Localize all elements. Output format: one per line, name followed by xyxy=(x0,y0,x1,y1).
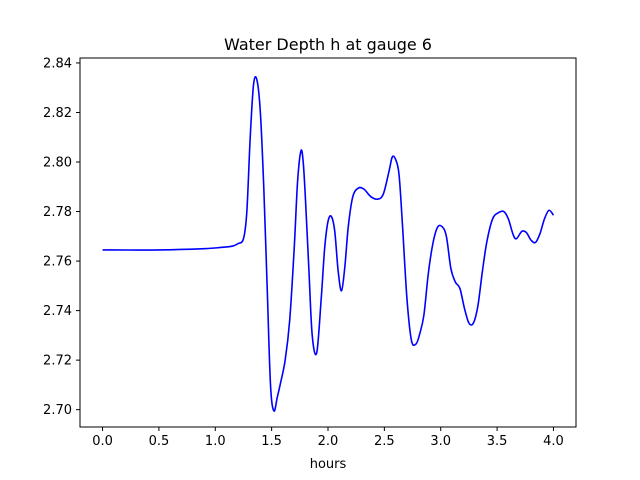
x-tick-label: 3.0 xyxy=(430,434,451,449)
x-tick-label: 0.0 xyxy=(92,434,113,449)
x-tick-label: 2.0 xyxy=(318,434,339,449)
x-tick-label: 3.5 xyxy=(487,434,508,449)
chart-title: Water Depth h at gauge 6 xyxy=(224,35,432,54)
x-axis-label: hours xyxy=(310,457,347,472)
y-tick-label: 2.70 xyxy=(43,403,72,418)
x-tick-label: 0.5 xyxy=(149,434,170,449)
x-tick-label: 2.5 xyxy=(374,434,395,449)
y-axis-ticks: 2.70 2.72 2.74 2.76 2.78 2.80 2.82 2.84 xyxy=(43,56,80,418)
x-axis-ticks: 0.0 0.5 1.0 1.5 2.0 2.5 3.0 3.5 4.0 xyxy=(92,427,564,449)
plot-area xyxy=(80,58,576,427)
y-tick-label: 2.76 xyxy=(43,255,72,270)
x-tick-label: 1.5 xyxy=(261,434,282,449)
y-tick-label: 2.74 xyxy=(43,304,72,319)
y-tick-label: 2.82 xyxy=(43,106,72,121)
y-tick-label: 2.80 xyxy=(43,156,72,171)
y-tick-label: 2.72 xyxy=(43,354,72,369)
x-tick-label: 4.0 xyxy=(543,434,564,449)
y-tick-label: 2.78 xyxy=(43,205,72,220)
x-tick-label: 1.0 xyxy=(205,434,226,449)
series-layer xyxy=(102,76,555,412)
series-line xyxy=(102,76,555,412)
y-tick-label: 2.84 xyxy=(43,56,72,71)
